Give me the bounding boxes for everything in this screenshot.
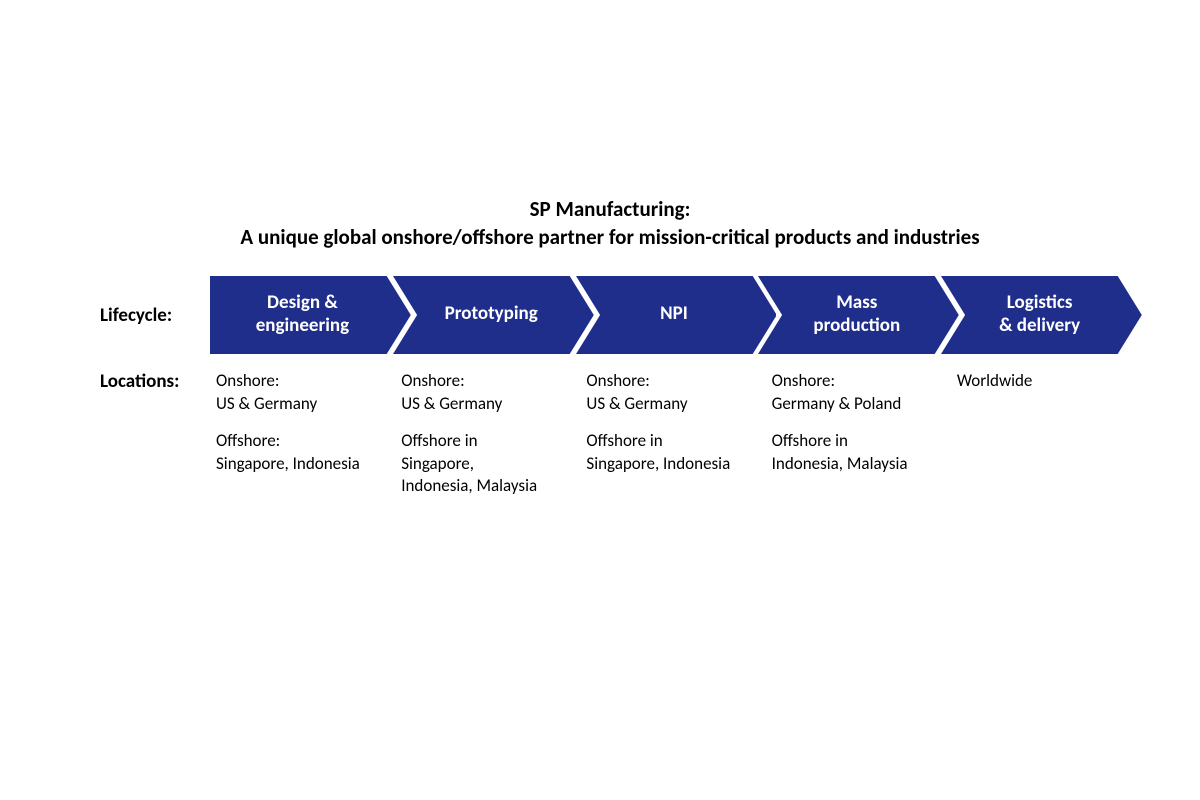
chevron-label: Mass production <box>776 276 937 354</box>
title-line-1: SP Manufacturing: <box>100 195 1120 223</box>
location-block: Onshore: US & Germany <box>401 370 564 416</box>
chevron-label: NPI <box>594 276 755 354</box>
location-block: Onshore: Germany & Poland <box>772 370 935 416</box>
location-column: Worldwide <box>939 354 1120 513</box>
location-columns: Onshore: US & Germany Offshore: Singapore… <box>210 354 1120 513</box>
location-block: Offshore: Singapore, Indonesia <box>216 430 379 476</box>
lifecycle-row: Lifecycle: Design & engineering Prototypi… <box>100 276 1120 354</box>
chevron-stage: Mass production <box>758 276 937 354</box>
lifecycle-label: Lifecycle: <box>100 276 210 327</box>
title-block: SP Manufacturing: A unique global onshor… <box>100 195 1120 252</box>
location-column: Onshore: US & Germany Offshore: Singapore… <box>210 354 379 513</box>
location-column: Onshore: Germany & Poland Offshore in Ind… <box>754 354 935 513</box>
location-block: Worldwide <box>957 370 1120 393</box>
location-block: Offshore in Indonesia, Malaysia <box>772 430 935 476</box>
chevron-stage: NPI <box>576 276 755 354</box>
chevron-label: Prototyping <box>411 276 572 354</box>
location-block: Onshore: US & Germany <box>586 370 749 416</box>
chevron-stage: Logistics & delivery <box>941 276 1120 354</box>
locations-label: Locations: <box>100 354 210 393</box>
chevron-strip: Design & engineering Prototyping NPI Mass p… <box>210 276 1120 354</box>
diagram-container: SP Manufacturing: A unique global onshor… <box>100 195 1120 512</box>
location-column: Onshore: US & Germany Offshore in Singapo… <box>568 354 749 513</box>
location-block: Onshore: US & Germany <box>216 370 379 416</box>
location-block: Offshore in Singapore, Indonesia, Malays… <box>401 430 564 499</box>
location-block: Offshore in Singapore, Indonesia <box>586 430 749 476</box>
chevron-stage: Design & engineering <box>210 276 389 354</box>
location-column: Onshore: US & Germany Offshore in Singapo… <box>383 354 564 513</box>
locations-row: Locations: Onshore: US & Germany Offshore… <box>100 354 1120 513</box>
chevron-stage: Prototyping <box>393 276 572 354</box>
title-line-2: A unique global onshore/offshore partner… <box>100 223 1120 251</box>
chevron-label: Design & engineering <box>216 276 389 354</box>
chevron-label: Logistics & delivery <box>959 276 1120 354</box>
